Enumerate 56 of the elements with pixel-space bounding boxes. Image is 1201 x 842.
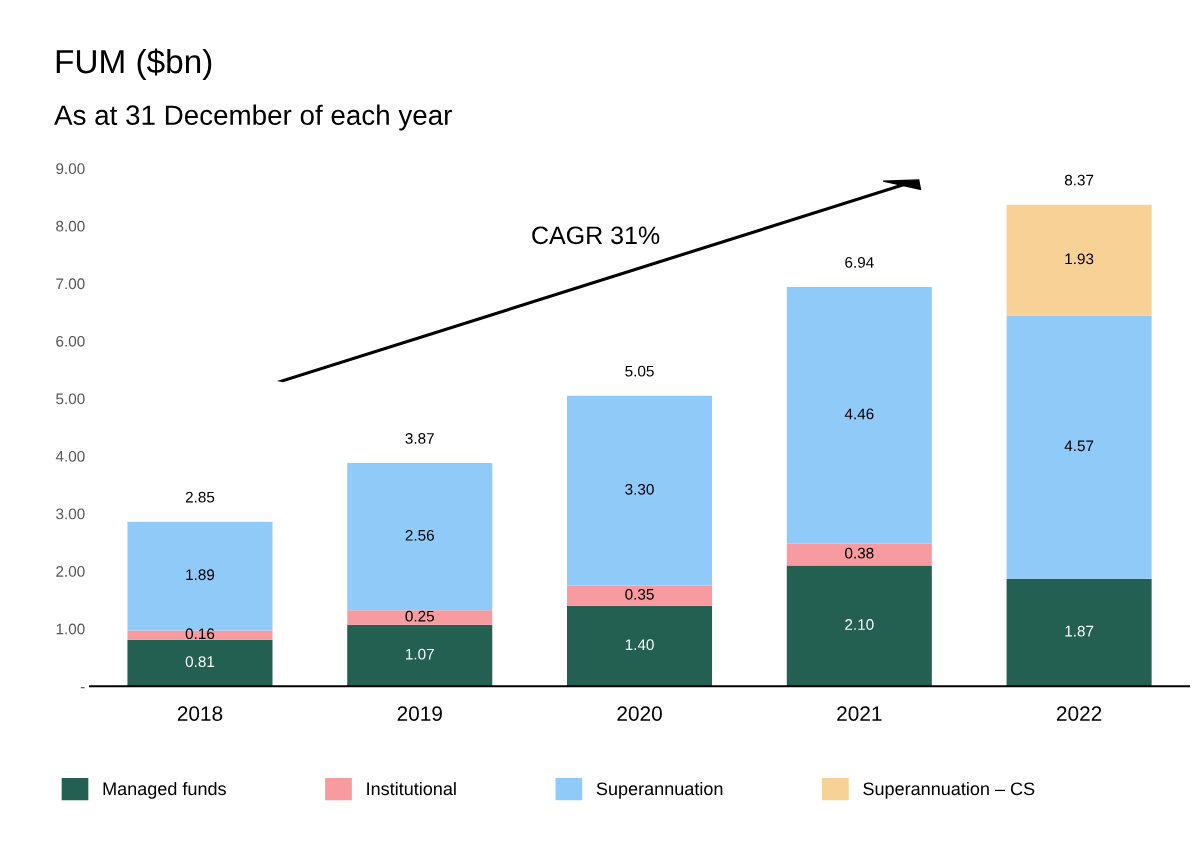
bar (1006, 578, 1152, 687)
y-tick-label: 8.00 (56, 220, 85, 232)
x-tick-label: 2019 (397, 706, 442, 721)
chart-title: FUM ($bn) (56, 48, 212, 80)
data-label: 4.57 (1064, 440, 1094, 452)
bar (127, 630, 273, 640)
y-tick-label: 7.00 (56, 278, 85, 290)
bar (786, 286, 932, 544)
bar (567, 605, 713, 687)
total-label: 3.87 (405, 433, 434, 444)
x-tick-label: 2018 (177, 706, 223, 721)
total-label: 8.37 (1064, 174, 1094, 186)
data-label: 1.93 (1065, 253, 1094, 265)
data-label: 0.38 (845, 547, 874, 559)
bar (567, 395, 713, 586)
data-label: 3.30 (625, 483, 654, 495)
data-label: 0.16 (185, 628, 215, 640)
bar (127, 639, 273, 687)
y-tick-label: 9.00 (56, 163, 85, 175)
bar (786, 543, 932, 566)
data-label: 0.81 (185, 656, 215, 668)
y-tick-label: 1.00 (56, 623, 85, 635)
bar (1006, 204, 1152, 316)
total-label: 2.85 (185, 491, 215, 503)
bar (347, 462, 493, 611)
y-tick-label: 4.00 (55, 450, 85, 462)
legend-label: Superannuation – CS (863, 781, 1035, 799)
bar (347, 610, 493, 625)
y-tick-label: 6.00 (56, 335, 85, 347)
data-label: 4.46 (844, 408, 874, 420)
chart-subtitle: As at 31 December of each year (54, 104, 452, 131)
bar (347, 624, 493, 687)
x-tick-label: 2020 (617, 706, 662, 721)
annotation: CAGR 31% (532, 226, 660, 245)
data-label: 2.56 (405, 529, 434, 541)
data-label: 0.35 (625, 588, 654, 600)
y-tick-label: 5.00 (56, 393, 85, 405)
data-label: 1.87 (1065, 625, 1094, 637)
data-label: 1.07 (406, 648, 434, 660)
bar (1006, 315, 1152, 579)
x-tick-label: 2021 (837, 706, 882, 721)
legend-label: Superannuation (596, 781, 723, 799)
data-label: 1.40 (625, 639, 654, 651)
y-tick-label: 2.00 (56, 566, 85, 577)
data-label: 0.25 (405, 610, 434, 622)
legend-label: Managed funds (103, 781, 226, 799)
y-tick-label: - (80, 687, 85, 689)
bar (786, 565, 932, 687)
x-tick-label: 2022 (1056, 706, 1102, 721)
total-label: 5.05 (625, 365, 654, 377)
legend-label: Institutional (367, 781, 456, 796)
y-tick-label: 3.00 (56, 508, 85, 520)
total-label: 6.94 (845, 256, 874, 268)
data-label: 2.10 (845, 619, 874, 630)
data-label: 1.89 (186, 569, 215, 581)
bar (567, 585, 713, 606)
